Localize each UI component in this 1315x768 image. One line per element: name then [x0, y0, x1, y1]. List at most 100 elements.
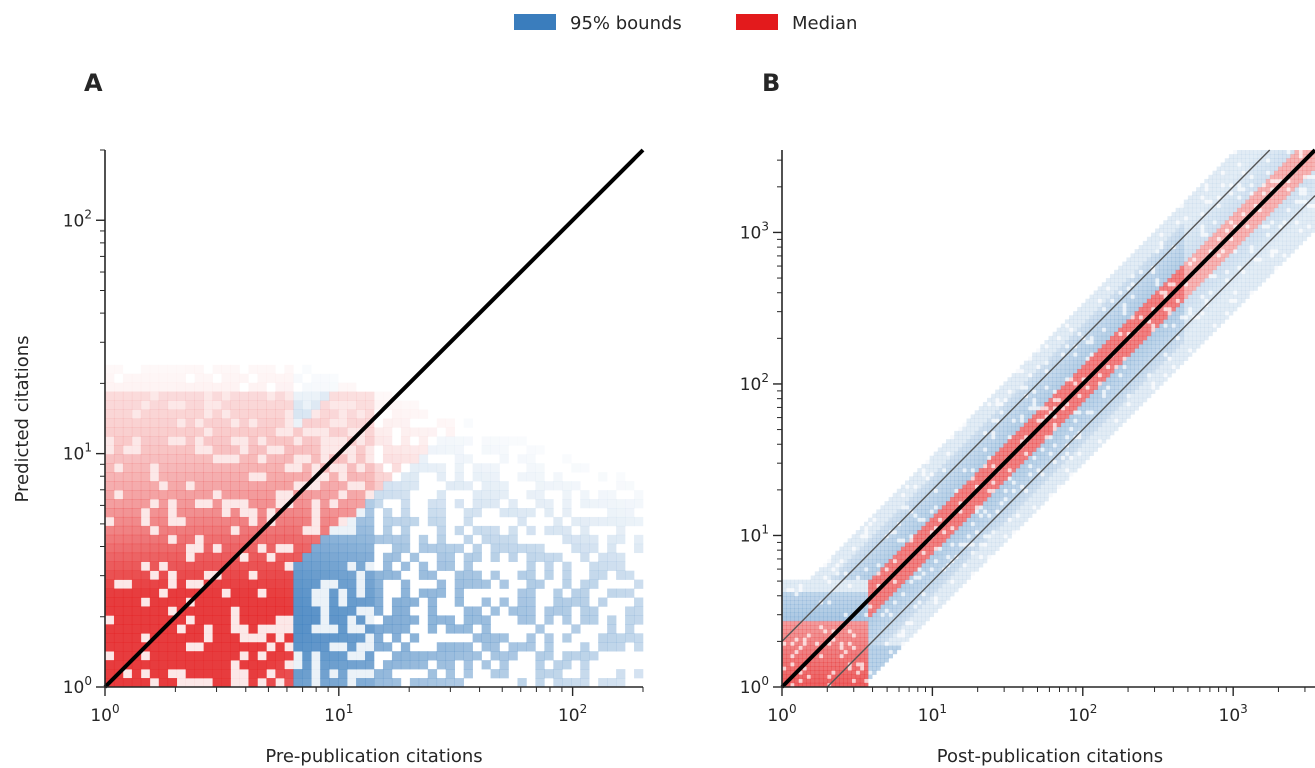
heatmap-cell	[454, 445, 464, 455]
heatmap-cell	[790, 641, 795, 646]
heatmap-cell	[1077, 422, 1082, 428]
heatmap-cell	[794, 596, 799, 601]
heatmap-cell	[958, 447, 963, 452]
heatmap-cell	[284, 525, 294, 536]
heatmap-cell	[293, 669, 303, 679]
heatmap-cell	[203, 454, 213, 464]
heatmap-cell	[995, 496, 1000, 502]
heatmap-cell	[1064, 455, 1070, 461]
heatmap-cell	[131, 669, 142, 679]
heatmap-cell	[905, 596, 910, 601]
heatmap-cell	[625, 499, 635, 509]
heatmap-cell	[810, 662, 816, 667]
heatmap-cell	[925, 616, 930, 622]
heatmap-cell	[970, 571, 975, 576]
heatmap-cell	[1118, 315, 1123, 320]
heatmap-cell	[868, 662, 873, 667]
heatmap-cell	[382, 615, 393, 625]
heatmap-cell	[1007, 385, 1012, 390]
heatmap-cell	[917, 608, 922, 613]
heatmap-cell	[1077, 311, 1082, 316]
heatmap-cell	[876, 629, 881, 634]
heatmap-cell	[320, 570, 330, 580]
heatmap-cell	[905, 612, 910, 618]
heatmap-cell	[1077, 344, 1082, 349]
heatmap-cell	[105, 588, 115, 598]
heatmap-cell	[230, 633, 240, 643]
heatmap-cell	[140, 624, 151, 634]
heatmap-cell	[293, 561, 303, 571]
heatmap-cell	[896, 583, 902, 589]
heatmap-cell	[982, 542, 988, 547]
heatmap-cell	[1097, 298, 1103, 304]
heatmap-cell	[131, 534, 142, 545]
heatmap-cell	[782, 608, 787, 613]
heatmap-cell	[176, 436, 186, 446]
heatmap-cell	[1081, 348, 1086, 353]
heatmap-cell	[490, 669, 500, 679]
heatmap-cell	[1073, 443, 1078, 448]
heatmap-cell	[1093, 315, 1098, 320]
heatmap-cell	[1015, 373, 1021, 378]
heatmap-cell	[827, 608, 832, 613]
heatmap-cell	[978, 501, 984, 506]
heatmap-cell	[212, 579, 222, 589]
heatmap-cell	[1085, 381, 1090, 386]
heatmap-cell	[892, 517, 898, 523]
heatmap-cell	[1023, 364, 1029, 370]
heatmap-cell	[1122, 373, 1127, 378]
heatmap-cell	[978, 443, 984, 448]
heatmap-cell	[880, 608, 885, 613]
heatmap-cell	[616, 508, 626, 518]
heatmap-cell	[248, 552, 258, 562]
heatmap-cell	[876, 649, 881, 655]
heatmap-cell	[859, 530, 865, 535]
heatmap-cell	[876, 567, 881, 572]
heatmap-cell	[933, 525, 939, 531]
heatmap-cell	[872, 666, 877, 671]
heatmap-cell	[517, 570, 527, 580]
heatmap-cell	[831, 620, 836, 626]
heatmap-cell	[913, 496, 918, 502]
heatmap-cell	[167, 633, 178, 643]
heatmap-cell	[839, 604, 844, 609]
heatmap-cell	[806, 620, 811, 626]
heatmap-cell	[158, 400, 169, 410]
heatmap-cell	[140, 615, 151, 625]
heatmap-cell	[978, 517, 984, 523]
heatmap-cell	[1126, 401, 1131, 407]
heatmap-cell	[1085, 430, 1090, 436]
heatmap-cell	[509, 436, 518, 445]
heatmap-cell	[1077, 352, 1082, 357]
heatmap-cell	[1105, 364, 1111, 370]
heatmap-cell	[966, 455, 971, 461]
heatmap-cell	[329, 570, 339, 580]
heatmap-cell	[929, 521, 934, 527]
heatmap-cell	[790, 625, 795, 630]
heatmap-cell	[571, 543, 581, 554]
heatmap-cell	[913, 492, 918, 498]
heatmap-cell	[880, 653, 885, 659]
heatmap-cell	[275, 481, 285, 491]
heatmap-cell	[884, 591, 889, 597]
heatmap-cell	[941, 546, 947, 551]
heatmap-cell	[999, 542, 1004, 547]
heatmap-cell	[158, 651, 169, 661]
heatmap-cell	[839, 674, 844, 680]
heatmap-cell	[1110, 368, 1115, 374]
heatmap-cell	[1151, 344, 1156, 349]
heatmap-cell	[275, 534, 285, 545]
heatmap-cell	[954, 521, 959, 527]
heatmap-cell	[1044, 459, 1049, 465]
heatmap-cell	[991, 488, 996, 494]
heatmap-cell	[275, 651, 285, 661]
heatmap-cell	[814, 575, 820, 580]
heatmap-cell	[827, 678, 832, 684]
heatmap-cell	[1069, 352, 1074, 357]
heatmap-cell	[839, 600, 844, 605]
heatmap-cell	[900, 583, 906, 589]
heatmap-cell	[1023, 377, 1029, 382]
heatmap-cell	[526, 570, 536, 580]
heatmap-cell	[185, 463, 195, 473]
heatmap-cell	[810, 612, 816, 618]
